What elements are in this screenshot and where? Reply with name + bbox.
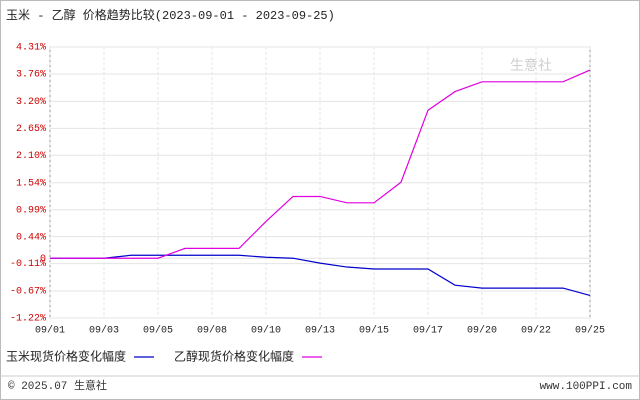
- x-tick-label: 09/13: [305, 325, 335, 337]
- series-line: [50, 69, 591, 259]
- x-tick-label: 09/20: [467, 325, 497, 337]
- x-tick-label: 09/25: [575, 325, 605, 337]
- y-tick-label: 2.65%: [16, 124, 46, 135]
- y-tick-label: 4.31%: [16, 43, 46, 54]
- footer-right: www.100PPI.com: [540, 381, 633, 393]
- x-tick-label: 09/10: [251, 325, 281, 337]
- chart-title: 玉米 - 乙醇 价格趋势比较(2023-09-01 - 2023-09-25): [6, 7, 335, 23]
- watermark: 生意社: [510, 57, 552, 74]
- y-tick-label: 1.54%: [16, 178, 46, 189]
- y-tick-label: 0.44%: [16, 232, 46, 243]
- y-tick-label: 3.20%: [16, 97, 46, 108]
- x-tick-label: 09/08: [197, 325, 227, 337]
- x-tick-label: 09/15: [359, 325, 389, 337]
- y-tick-label: 2.10%: [16, 151, 46, 162]
- y-tick-label: 0: [40, 254, 46, 265]
- x-tick-label: 09/03: [89, 325, 119, 337]
- x-tick-label: 09/17: [413, 325, 443, 337]
- footer-left: © 2025.07 生意社: [8, 378, 107, 393]
- x-tick-label: 09/01: [35, 325, 65, 337]
- y-tick-label: -0.67%: [10, 287, 46, 298]
- x-tick-label: 09/05: [143, 325, 173, 337]
- legend-label: 玉米现货价格变化幅度: [6, 349, 126, 364]
- series-line: [50, 254, 591, 297]
- y-tick-label: -1.22%: [10, 314, 46, 325]
- y-tick-label: 0.99%: [16, 205, 46, 216]
- y-tick-label: 3.76%: [16, 70, 46, 81]
- x-tick-label: 09/22: [521, 325, 551, 337]
- y-tick-label: -0.11%: [10, 259, 46, 270]
- legend-label: 乙醇现货价格变化幅度: [174, 349, 294, 364]
